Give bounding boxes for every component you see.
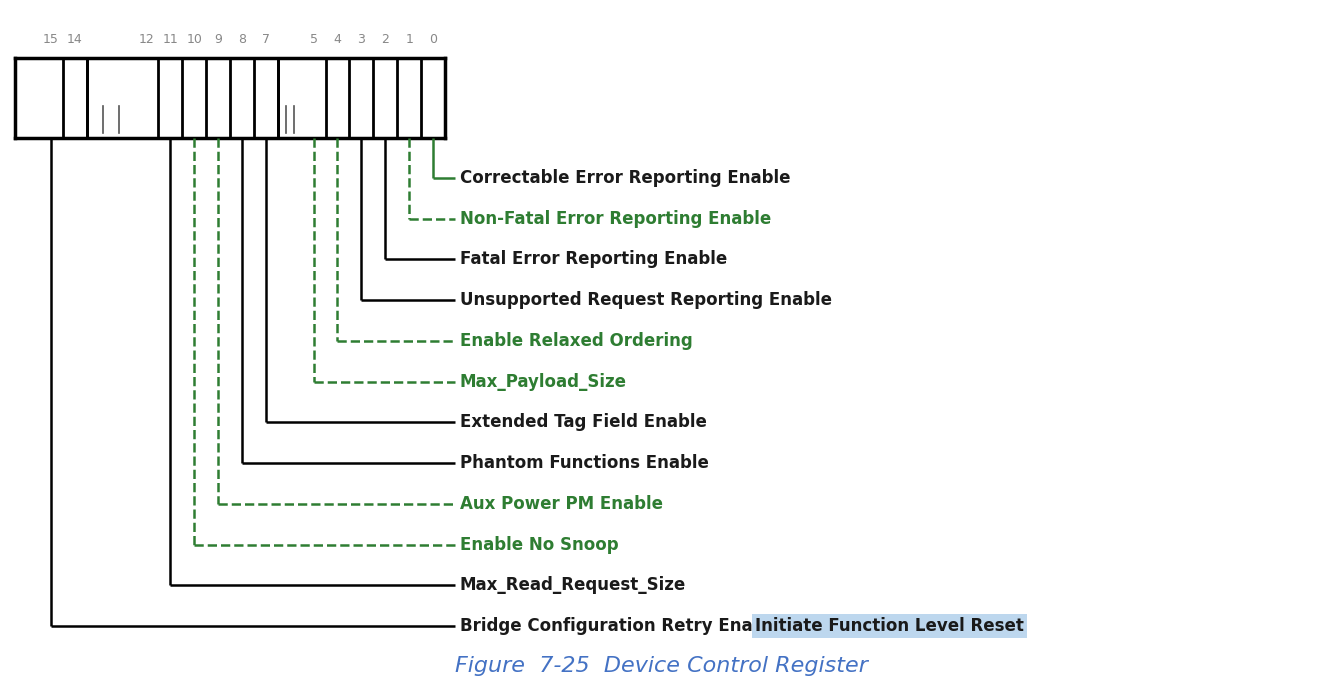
Text: 5: 5 (309, 33, 317, 46)
Text: Enable No Snoop: Enable No Snoop (460, 535, 619, 554)
Text: Figure  7-25  Device Control Register: Figure 7-25 Device Control Register (455, 656, 867, 676)
Text: Max_Read_Request_Size: Max_Read_Request_Size (460, 577, 686, 594)
Text: Max_Payload_Size: Max_Payload_Size (460, 373, 627, 391)
Text: Correctable Error Reporting Enable: Correctable Error Reporting Enable (460, 169, 791, 187)
Text: Non-Fatal Error Reporting Enable: Non-Fatal Error Reporting Enable (460, 210, 771, 228)
Text: Fatal Error Reporting Enable: Fatal Error Reporting Enable (460, 250, 727, 268)
Text: Phantom Functions Enable: Phantom Functions Enable (460, 454, 709, 472)
Text: Unsupported Request Reporting Enable: Unsupported Request Reporting Enable (460, 291, 832, 309)
Text: 9: 9 (214, 33, 222, 46)
Text: 8: 8 (238, 33, 246, 46)
Text: Extended Tag Field Enable: Extended Tag Field Enable (460, 413, 707, 431)
Text: Bridge Configuration Retry Enable /: Bridge Configuration Retry Enable / (460, 617, 798, 635)
Text: 2: 2 (381, 33, 389, 46)
Text: Enable Relaxed Ordering: Enable Relaxed Ordering (460, 332, 693, 350)
Text: 10: 10 (186, 33, 202, 46)
Text: 4: 4 (333, 33, 341, 46)
Text: 14: 14 (67, 33, 82, 46)
Text: 11: 11 (163, 33, 178, 46)
Text: Initiate Function Level Reset: Initiate Function Level Reset (755, 617, 1025, 635)
Text: 1: 1 (406, 33, 412, 46)
Text: 3: 3 (357, 33, 365, 46)
Text: 0: 0 (430, 33, 438, 46)
Text: 12: 12 (139, 33, 155, 46)
Text: 15: 15 (42, 33, 58, 46)
Text: 7: 7 (262, 33, 270, 46)
Text: Aux Power PM Enable: Aux Power PM Enable (460, 495, 664, 513)
